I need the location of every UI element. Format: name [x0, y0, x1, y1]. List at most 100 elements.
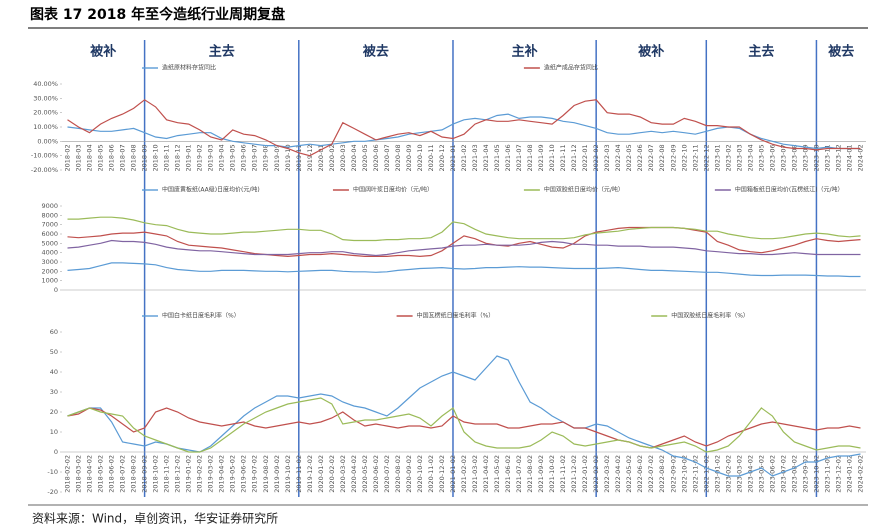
y-tick-label: 40	[50, 368, 58, 376]
x-tick-label: 2021-08-02	[526, 455, 534, 493]
legend-label: 中国箱板纸日度均价(瓦楞纸江)（元/吨）	[735, 186, 844, 194]
x-tick-label: 2021-03	[471, 144, 479, 171]
source-note: 资料来源：Wind，卓创资讯，华安证券研究所	[32, 511, 278, 526]
x-tick-label: 2019-04-02	[218, 455, 226, 493]
x-tick-label: 2019-08-02	[262, 455, 270, 493]
x-tick-label: 2019-12	[306, 144, 314, 171]
legend-label: 造纸产成品存货同比	[544, 64, 598, 72]
series-line	[67, 99, 861, 157]
x-tick-label: 2022-07	[647, 144, 655, 171]
x-tick-label: 2020-12	[438, 144, 446, 171]
x-tick-label: 2022-06-02	[636, 455, 644, 493]
x-tick-label: 2020-11-02	[427, 455, 435, 493]
x-tick-label: 2019-08	[262, 144, 270, 171]
x-tick-label: 2023-04	[746, 144, 754, 171]
y-tick-label: 2000	[41, 267, 58, 275]
x-tick-label: 2019-11-02	[295, 455, 303, 493]
x-tick-label: 2020-11	[427, 144, 435, 171]
x-tick-label: 2021-11-02	[559, 455, 567, 493]
x-tick-label: 2018-05	[97, 144, 105, 171]
y-tick-label: -20	[47, 488, 58, 496]
x-tick-label: 2021-06-02	[504, 455, 512, 493]
y-tick-label: 5000	[41, 239, 58, 247]
x-tick-label: 2019-07-02	[251, 455, 259, 493]
x-tick-label: 2023-08-02	[790, 455, 798, 493]
y-tick-label: 0	[54, 286, 58, 294]
x-tick-label: 2020-06	[372, 144, 380, 171]
x-tick-label: 2022-02	[592, 144, 600, 171]
x-tick-label: 2022-11	[691, 144, 699, 171]
x-tick-label: 2021-09	[537, 144, 545, 171]
series-line	[67, 226, 861, 258]
x-tick-label: 2023-07	[779, 144, 787, 171]
x-tick-label: 2022-04	[614, 144, 622, 171]
x-tick-label: 2019-01	[185, 144, 193, 171]
x-tick-label: 2020-06-02	[372, 455, 380, 493]
x-tick-label: 2022-04-02	[614, 455, 622, 493]
x-tick-label: 2023-11-02	[823, 455, 831, 493]
x-tick-label: 2018-07	[119, 144, 127, 171]
y-tick-label: 60	[50, 328, 58, 336]
x-tick-label: 2022-07-02	[647, 455, 655, 493]
y-tick-label: -10	[47, 468, 58, 476]
y-tick-label: 50	[50, 348, 58, 356]
x-tick-label: 2019-04	[218, 144, 226, 171]
legend-label: 造纸原材料存货同比	[162, 64, 216, 72]
x-tick-label: 2019-10-02	[284, 455, 292, 493]
x-tick-label: 2023-02	[724, 144, 732, 171]
x-tick-label: 2021-07	[515, 144, 523, 171]
y-tick-label: 6000	[41, 230, 58, 238]
x-tick-label: 2018-02-02	[64, 455, 72, 493]
x-tick-label: 2023-09	[801, 144, 809, 171]
phase-label: 被去	[827, 44, 854, 60]
x-tick-label: 2019-02	[196, 144, 204, 171]
y-tick-label: -10.00%	[31, 152, 58, 160]
x-tick-label: 2022-01	[581, 144, 589, 171]
x-tick-label: 2021-07-02	[515, 455, 523, 493]
x-tick-label: 2020-09	[405, 144, 413, 171]
legend-label: 中国双胶纸日度均价（元/吨）	[544, 186, 624, 194]
y-tick-label: 10	[50, 428, 58, 436]
x-tick-label: 2024-01-02	[845, 455, 853, 493]
x-tick-label: 2021-01	[449, 144, 457, 171]
x-tick-label: 2022-05-02	[625, 455, 633, 493]
x-tick-label: 2021-06	[504, 144, 512, 171]
x-tick-label: 2021-10-02	[548, 455, 556, 493]
x-tick-label: 2020-02-02	[328, 455, 336, 493]
y-tick-label: 9000	[41, 202, 58, 210]
phase-label: 主去	[209, 44, 235, 60]
figure-title: 图表 17 2018 年至今造纸行业周期复盘	[30, 6, 285, 23]
x-tick-label: 2021-01-02	[449, 455, 457, 493]
x-tick-label: 2023-05	[757, 144, 765, 171]
x-tick-label: 2019-09-02	[273, 455, 281, 493]
x-tick-label: 2020-05-02	[361, 455, 369, 493]
x-tick-label: 2018-06-02	[108, 455, 116, 493]
x-tick-label: 2023-08	[790, 144, 798, 171]
x-tick-label: 2020-03-02	[339, 455, 347, 493]
x-tick-label: 2020-09-02	[405, 455, 413, 493]
x-tick-label: 2022-01-02	[581, 455, 589, 493]
x-tick-label: 2022-03-02	[603, 455, 611, 493]
y-tick-label: -20.00%	[31, 166, 58, 174]
series-line	[67, 216, 861, 242]
phase-label: 被补	[637, 44, 664, 60]
y-tick-label: 30.00%	[33, 94, 58, 102]
legend-label: 中国瓦楞纸日度毛利率（%）	[417, 312, 495, 320]
x-tick-label: 2022-03	[603, 144, 611, 171]
x-tick-label: 2020-07	[383, 144, 391, 171]
y-tick-label: 1000	[41, 277, 58, 285]
x-tick-label: 2019-03-02	[207, 455, 215, 493]
phase-label: 被补	[89, 44, 116, 60]
x-tick-label: 2018-11-02	[163, 455, 171, 493]
x-tick-label: 2023-03-02	[735, 455, 743, 493]
x-tick-label: 2021-12-02	[570, 455, 578, 493]
x-tick-label: 2023-05-02	[757, 455, 765, 493]
x-tick-label: 2022-10	[680, 144, 688, 171]
x-tick-label: 2020-01-02	[317, 455, 325, 493]
series-line	[67, 397, 861, 453]
x-tick-label: 2020-02	[328, 144, 336, 171]
x-tick-label: 2023-02-02	[724, 455, 732, 493]
x-tick-label: 2020-03	[339, 144, 347, 171]
x-tick-label: 2022-12	[702, 144, 710, 171]
